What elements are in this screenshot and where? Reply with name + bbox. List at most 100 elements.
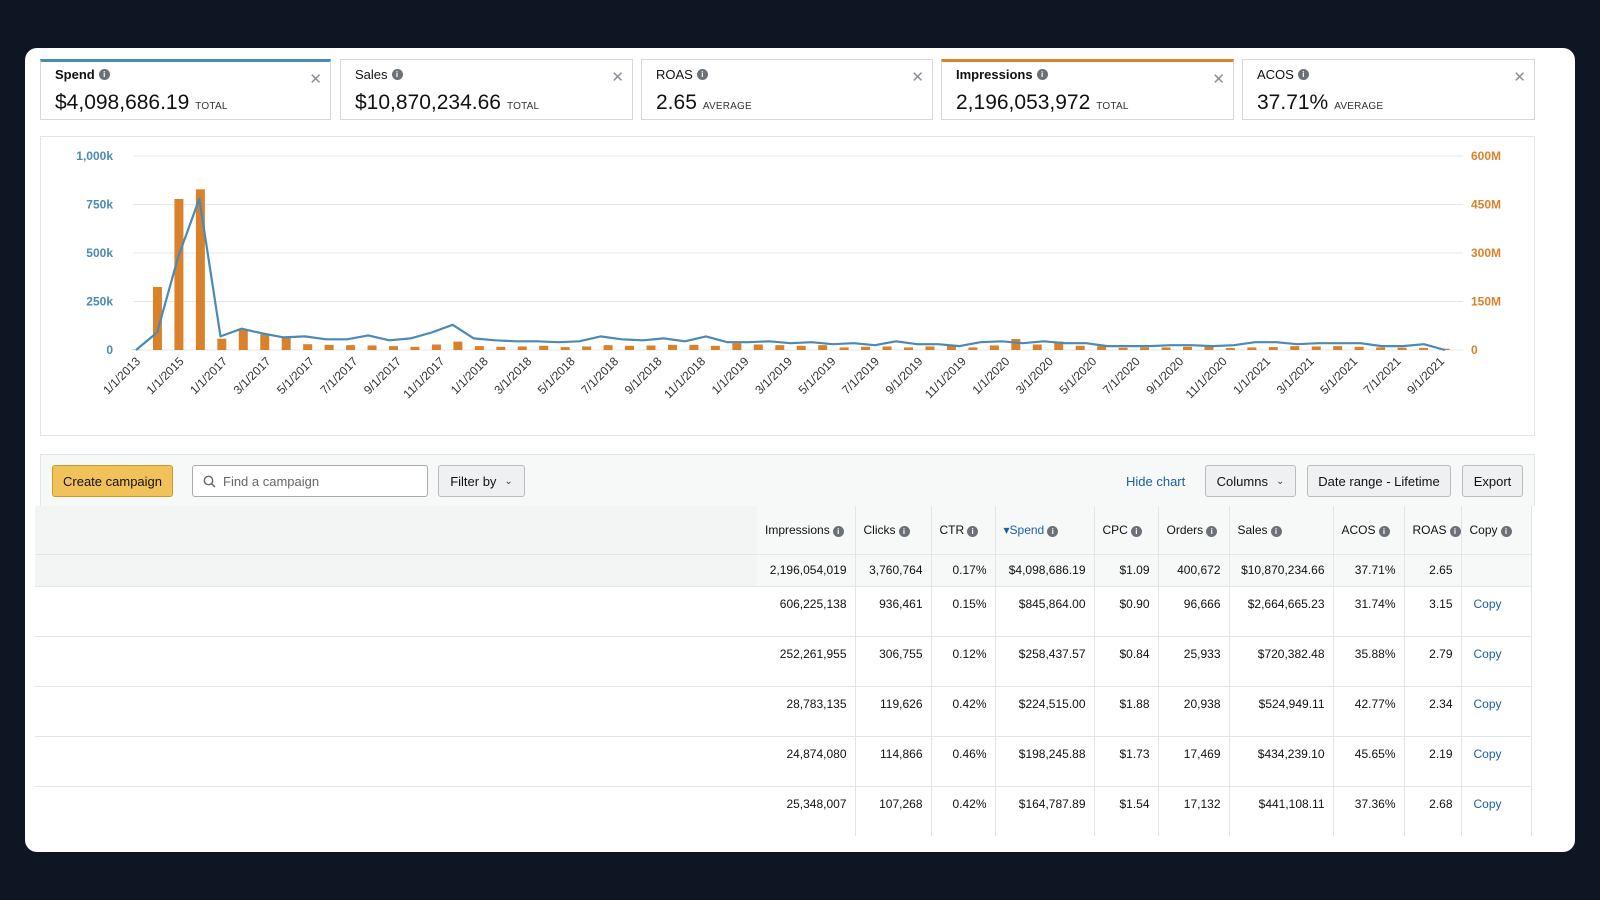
copy-link[interactable]: Copy	[1461, 735, 1532, 786]
header-roas[interactable]: ROAS i	[1404, 506, 1462, 554]
table-cell: 42.77%	[1333, 685, 1405, 736]
header-label: CPC	[1102, 522, 1128, 537]
table-row[interactable]: 28,783,135 119,626 0.42% $224,515.00 $1.88 20…	[35, 685, 1532, 736]
table-cell: $258,437.57	[995, 635, 1095, 686]
table-row[interactable]: 252,261,955 306,755 0.12% $258,437.57 $0.84 2…	[35, 635, 1532, 686]
close-icon[interactable]: ✕	[1513, 69, 1526, 86]
x-axis-tick-label: 9/1/2018	[622, 354, 665, 397]
info-icon[interactable]: i	[898, 525, 910, 537]
x-axis-tick-label: 3/1/2018	[491, 354, 534, 397]
date-range-button[interactable]: Date range - Lifetime	[1307, 465, 1451, 497]
metric-value-impressions: 2,196,053,972 TOTAL	[956, 91, 1129, 115]
x-axis-tick-label: 11/1/2019	[922, 354, 969, 401]
campaign-name-cell[interactable]	[35, 685, 757, 736]
table-cell: 2.34	[1404, 685, 1462, 736]
hide-chart-link[interactable]: Hide chart	[1126, 474, 1186, 489]
info-icon[interactable]: i	[1378, 525, 1390, 537]
table-cell: 306,755	[855, 635, 932, 686]
table-cell: $441,108.11	[1229, 785, 1334, 836]
campaign-name-cell[interactable]	[35, 785, 757, 836]
header-spend[interactable]: ▾Spend i	[995, 506, 1095, 554]
campaign-search[interactable]	[192, 465, 428, 497]
info-icon[interactable]: i	[696, 69, 708, 80]
total-cell	[1461, 553, 1532, 586]
metric-card-impressions[interactable]: Impressions i 2,196,053,972 TOTAL ✕	[941, 59, 1234, 120]
copy-link[interactable]: Copy	[1461, 585, 1532, 636]
metric-card-roas[interactable]: ROAS i 2.65 AVERAGE ✕	[641, 59, 933, 120]
table-cell: $164,787.89	[995, 785, 1095, 836]
metric-unit: TOTAL	[506, 101, 540, 112]
sort-down-icon: ▾	[1003, 522, 1010, 537]
chevron-down-icon: ⌄	[504, 475, 513, 487]
right-axis-tick-label: 300M	[1471, 246, 1501, 260]
right-axis-tick-label: 150M	[1471, 295, 1501, 309]
metric-card-sales[interactable]: Sales i $10,870,234.66 TOTAL ✕	[340, 59, 633, 120]
header-acos[interactable]: ACOS i	[1333, 506, 1405, 554]
spend-line	[135, 197, 1446, 352]
search-input[interactable]	[223, 473, 413, 489]
info-icon[interactable]: i	[1036, 69, 1048, 80]
impressions-bar	[174, 199, 184, 350]
campaign-name-cell[interactable]	[35, 635, 757, 686]
table-row[interactable]: 24,874,080 114,866 0.46% $198,245.88 $1.73 17…	[35, 735, 1532, 786]
table-cell: $0.84	[1094, 635, 1159, 686]
header-orders[interactable]: Orders i	[1158, 506, 1230, 554]
header-sales[interactable]: Sales i	[1229, 506, 1334, 554]
create-campaign-button[interactable]: Create campaign	[52, 465, 173, 497]
info-icon[interactable]: i	[1130, 525, 1142, 537]
table-cell: 35.88%	[1333, 635, 1405, 686]
total-cell: 400,672	[1158, 553, 1230, 586]
info-icon[interactable]: i	[967, 525, 979, 537]
header-ctr[interactable]: CTR i	[931, 506, 996, 554]
x-axis-tick-label: 1/1/2020	[970, 354, 1013, 397]
metric-label-sales: Sales i	[355, 67, 403, 82]
copy-link[interactable]: Copy	[1461, 685, 1532, 736]
impressions-bar	[946, 345, 956, 350]
header-cpc[interactable]: CPC i	[1094, 506, 1159, 554]
table-row[interactable]: 606,225,138 936,461 0.15% $845,864.00 $0.90 9…	[35, 585, 1532, 636]
campaign-name-cell[interactable]	[35, 585, 757, 636]
left-axis-tick-label: 0	[106, 343, 113, 357]
header-impressions[interactable]: Impressions i	[757, 506, 856, 554]
impressions-bar	[474, 346, 484, 350]
impressions-bar	[367, 345, 377, 350]
x-axis-tick-label: 11/1/2018	[661, 354, 708, 401]
close-icon[interactable]: ✕	[611, 69, 624, 86]
info-icon[interactable]: i	[1297, 69, 1309, 80]
impressions-bar	[496, 346, 506, 350]
impressions-bar	[839, 347, 849, 350]
metric-card-acos[interactable]: ACOS i 37.71% AVERAGE ✕	[1242, 59, 1535, 120]
info-icon[interactable]: i	[832, 525, 844, 537]
info-icon[interactable]: i	[98, 69, 110, 80]
filter-by-button[interactable]: Filter by ⌄	[438, 465, 525, 497]
impressions-bar	[1397, 347, 1407, 350]
info-icon[interactable]: i	[1047, 525, 1059, 537]
close-icon[interactable]: ✕	[309, 71, 322, 88]
x-axis-tick-label: 9/1/2017	[361, 354, 404, 397]
table-cell: $720,382.48	[1229, 635, 1334, 686]
table-cell: $2,664,665.23	[1229, 585, 1334, 636]
impressions-bar	[195, 189, 205, 350]
x-axis-tick-label: 3/1/2020	[1013, 354, 1056, 397]
impressions-bar	[582, 346, 592, 350]
x-axis-tick-label: 3/1/2017	[231, 354, 274, 397]
metric-card-spend[interactable]: Spend i $4,098,686.19 TOTAL ✕	[40, 59, 331, 120]
info-icon[interactable]: i	[1270, 525, 1282, 537]
table-cell: 96,666	[1158, 585, 1230, 636]
impressions-bar	[1182, 346, 1192, 350]
info-icon[interactable]: i	[1449, 525, 1461, 537]
info-icon[interactable]: i	[1500, 525, 1512, 537]
total-cell: 2.65	[1404, 553, 1462, 586]
columns-button[interactable]: Columns ⌄	[1205, 465, 1296, 497]
table-row[interactable]: 25,348,007 107,268 0.42% $164,787.89 $1.54 17…	[35, 785, 1532, 836]
campaign-name-cell[interactable]	[35, 735, 757, 786]
close-icon[interactable]: ✕	[911, 69, 924, 86]
copy-link[interactable]: Copy	[1461, 785, 1532, 836]
copy-link[interactable]: Copy	[1461, 635, 1532, 686]
x-axis-tick-label: 1/1/2015	[144, 354, 187, 397]
info-icon[interactable]: i	[1206, 525, 1218, 537]
close-icon[interactable]: ✕	[1212, 71, 1225, 88]
header-clicks[interactable]: Clicks i	[855, 506, 932, 554]
export-button[interactable]: Export	[1462, 465, 1523, 497]
info-icon[interactable]: i	[391, 69, 403, 80]
